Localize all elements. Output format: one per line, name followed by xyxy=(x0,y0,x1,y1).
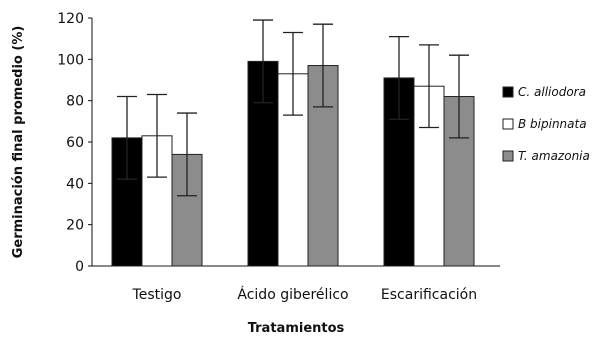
y-tick-label: 80 xyxy=(66,94,84,110)
y-tick-label: 60 xyxy=(66,135,84,151)
plot-area: 0 20 40 60 80 100 120 Testigo Ácido giberélico Es… xyxy=(57,11,500,303)
y-tick-label: 20 xyxy=(66,218,84,234)
legend: C. alliodora B bipinnata T. amazonia xyxy=(502,85,590,163)
category-label: Escarificación xyxy=(381,287,477,303)
legend-label: B bipinnata xyxy=(518,117,587,131)
legend-swatch xyxy=(502,118,514,130)
legend-label: T. amazonia xyxy=(518,149,590,163)
category-label: Testigo xyxy=(132,287,182,303)
y-axis-title: Germinación final promedio (%) xyxy=(11,26,26,259)
y-tick-label: 0 xyxy=(75,259,84,275)
y-tick-label: 120 xyxy=(57,11,84,27)
y-tick-label: 40 xyxy=(66,176,84,192)
x-axis-title: Tratamientos xyxy=(248,321,345,336)
legend-swatch xyxy=(502,150,514,162)
y-tick-label: 100 xyxy=(57,52,84,68)
category-label: Ácido giberélico xyxy=(237,286,348,303)
legend-swatch xyxy=(502,86,514,98)
legend-label: C. alliodora xyxy=(518,85,586,99)
